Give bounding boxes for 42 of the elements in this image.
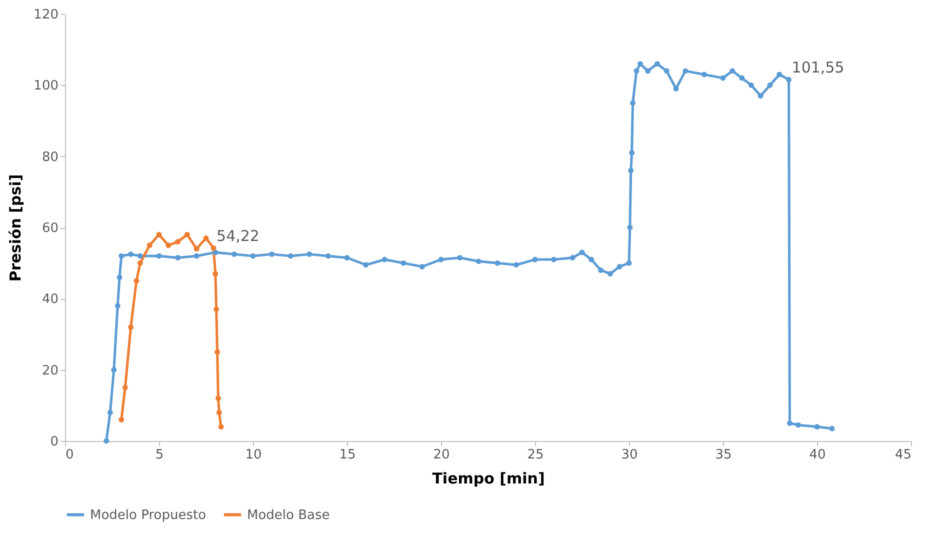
x-tick-label: 45 xyxy=(894,448,912,462)
y-tick-label: 80 xyxy=(42,150,58,165)
point xyxy=(212,271,218,276)
x-tick-label: 40 xyxy=(809,448,826,462)
x-tick-label: 30 xyxy=(621,448,638,462)
y-tick-label: 60 xyxy=(42,221,58,236)
y-tick-label: 120 xyxy=(34,8,58,22)
x-tick-label: 20 xyxy=(433,448,450,462)
y-axis-title: Presión [psi] xyxy=(6,174,25,282)
y-tick-label: 100 xyxy=(34,78,58,94)
point xyxy=(137,260,143,266)
point xyxy=(215,396,221,402)
point xyxy=(128,324,134,330)
annotation: 101,55 xyxy=(792,58,844,77)
legend-label: Modelo Propuesto xyxy=(90,508,206,523)
y-tick-label: 20 xyxy=(42,363,58,378)
point xyxy=(214,306,220,312)
point xyxy=(214,349,220,355)
x-tick-label: 10 xyxy=(245,448,262,462)
y-tick-label: 40 xyxy=(42,292,58,308)
point xyxy=(122,384,128,390)
point xyxy=(146,242,152,248)
x-tick-label: 5 xyxy=(155,448,164,462)
point xyxy=(216,410,222,416)
x-axis-title: Tiempo [min] xyxy=(432,470,545,488)
point xyxy=(203,235,209,241)
annotation: 54,22 xyxy=(216,227,260,246)
point xyxy=(156,232,162,238)
y-tick-label: 0 xyxy=(50,434,58,450)
x-tick-label: 15 xyxy=(339,448,356,462)
point xyxy=(210,245,216,251)
point xyxy=(184,232,190,238)
x-tick-label: 0 xyxy=(66,448,74,462)
point xyxy=(118,416,124,422)
point xyxy=(134,278,140,284)
x-tick-label: 35 xyxy=(715,448,732,462)
point xyxy=(175,239,181,244)
point xyxy=(218,424,224,430)
point xyxy=(166,242,172,248)
point xyxy=(194,246,200,252)
x-tick-label: 25 xyxy=(527,448,544,462)
legend-label: Modelo Base xyxy=(247,508,330,523)
